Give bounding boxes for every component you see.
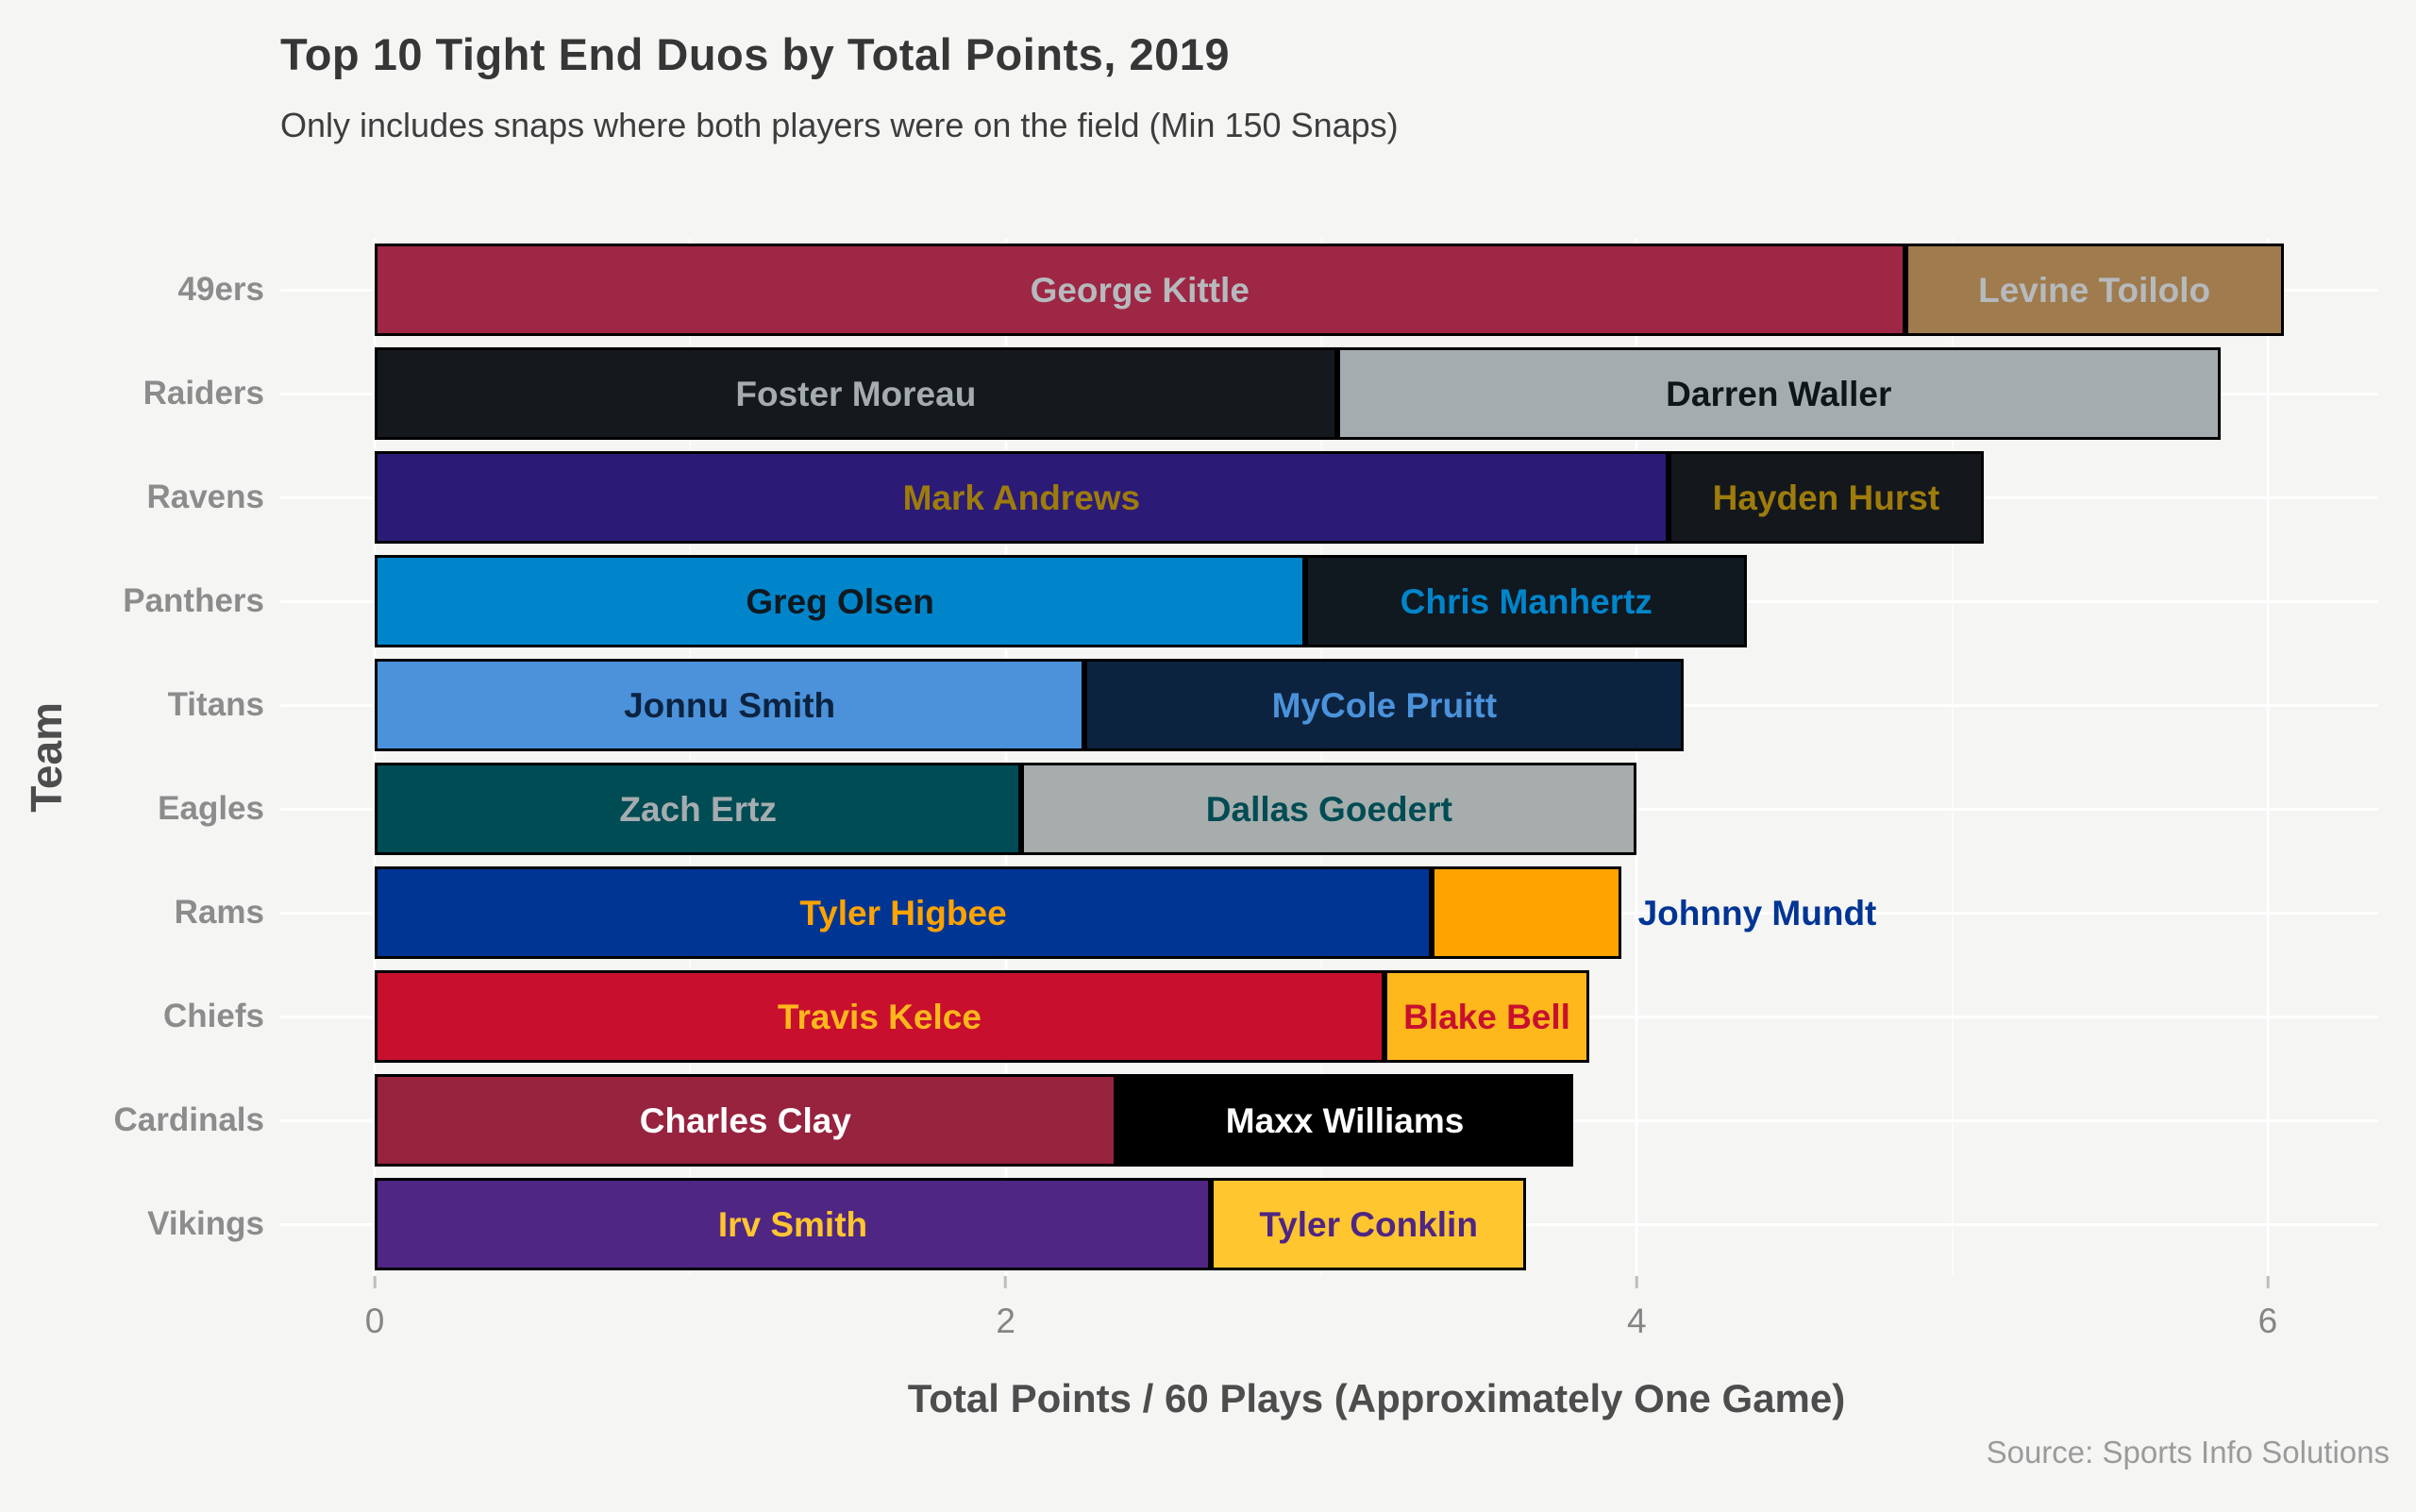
stacked-bar: Mark Andrews Hayden Hurst	[375, 451, 2378, 544]
bar-row-panthers: Greg Olsen Chris Manhertz	[280, 549, 2378, 653]
player-label: George Kittle	[1030, 270, 1250, 310]
player-label: Hayden Hurst	[1712, 478, 1940, 517]
player-label: MyCole Pruitt	[1271, 685, 1498, 725]
plot-area: George Kittle Levine Toilolo Foster Moreau…	[280, 238, 2378, 1276]
bar-row-eagles: Zach Ertz Dallas Goedert	[280, 757, 2378, 861]
stacked-bar: Jonnu Smith MyCole Pruitt	[375, 659, 2378, 751]
bar-segment: Mark Andrews	[375, 451, 1669, 544]
player-label-outside: Johnny Mundt	[1637, 893, 1877, 932]
x-tick-label: 4	[1627, 1302, 1647, 1340]
y-axis-labels: 49ers Raiders Ravens Panthers Titans Eagles Ra…	[0, 238, 321, 1276]
player-label: Jonnu Smith	[624, 685, 836, 725]
team-label-chiefs: Chiefs	[163, 998, 264, 1034]
player-label: Greg Olsen	[746, 581, 934, 621]
bar-row-raiders: Foster Moreau Darren Waller	[280, 342, 2378, 445]
player-label: Levine Toilolo	[1978, 270, 2211, 310]
stacked-bar: George Kittle Levine Toilolo	[375, 244, 2378, 336]
bar-segment: Levine Toilolo	[1904, 244, 2284, 336]
stacked-bar: Irv Smith Tyler Conklin	[375, 1178, 2378, 1270]
bar-row-49ers: George Kittle Levine Toilolo	[280, 238, 2378, 342]
x-axis: 0 2 4 6	[365, 1276, 2378, 1361]
gridline-vertical-minor	[689, 238, 692, 1276]
bar-segment: Foster Moreau	[375, 347, 1337, 440]
bar-row-titans: Jonnu Smith MyCole Pruitt	[280, 653, 2378, 757]
gridline-vertical-minor	[1951, 238, 1954, 1276]
x-tick-mark	[2266, 1276, 2270, 1288]
bar-segment: Travis Kelce	[375, 970, 1384, 1063]
player-label: Darren Waller	[1666, 374, 1892, 413]
x-tick-mark	[373, 1276, 377, 1288]
x-tick-label: 6	[2257, 1302, 2278, 1340]
bar-row-rams: Tyler Higbee Johnny Mundt	[280, 861, 2378, 965]
chart-subtitle: Only includes snaps where both players w…	[280, 106, 1399, 144]
player-label: Travis Kelce	[777, 997, 982, 1036]
stacked-bar: Greg Olsen Chris Manhertz	[375, 555, 2378, 647]
team-label-ravens: Ravens	[146, 479, 264, 515]
bar-segment: Jonnu Smith	[375, 659, 1085, 751]
player-label: Blake Bell	[1403, 997, 1570, 1036]
player-label: Zach Ertz	[619, 789, 777, 829]
bar-segment: Blake Bell	[1384, 970, 1590, 1063]
bar-segment: George Kittle	[375, 244, 1905, 336]
bar-segment: Maxx Williams	[1116, 1074, 1574, 1167]
gridline-vertical	[2266, 238, 2270, 1276]
bar-segment: Chris Manhertz	[1305, 555, 1748, 647]
gridline-vertical	[373, 238, 377, 1276]
bar-segment: Greg Olsen	[375, 555, 1306, 647]
player-label: Maxx Williams	[1225, 1100, 1465, 1140]
stacked-bar: Zach Ertz Dallas Goedert	[375, 763, 2378, 855]
gridline-vertical	[1004, 238, 1008, 1276]
player-label: Irv Smith	[717, 1204, 868, 1244]
team-label-panthers: Panthers	[123, 582, 264, 619]
x-tick: 4	[1627, 1276, 1647, 1341]
bar-segment: MyCole Pruitt	[1084, 659, 1685, 751]
stacked-bar: Foster Moreau Darren Waller	[375, 347, 2378, 440]
team-label-rams: Rams	[174, 894, 264, 931]
bar-row-ravens: Mark Andrews Hayden Hurst	[280, 445, 2378, 549]
player-label: Chris Manhertz	[1400, 581, 1653, 621]
player-label: Tyler Higbee	[799, 893, 1007, 932]
x-tick-label: 2	[996, 1302, 1015, 1340]
player-label: Charles Clay	[639, 1100, 851, 1140]
x-tick: 0	[364, 1276, 385, 1341]
bar-row-vikings: Irv Smith Tyler Conklin	[280, 1172, 2378, 1276]
gridline-vertical	[1635, 238, 1638, 1276]
bar-segment: Hayden Hurst	[1668, 451, 1985, 544]
player-label: Foster Moreau	[735, 374, 977, 413]
bar-segment: Darren Waller	[1336, 347, 2221, 440]
player-label: Dallas Goedert	[1205, 789, 1452, 829]
bar-segment	[1432, 866, 1621, 959]
team-label-vikings: Vikings	[147, 1205, 264, 1242]
bar-segment: Charles Clay	[375, 1074, 1116, 1167]
bar-row-cardinals: Charles Clay Maxx Williams	[280, 1068, 2378, 1172]
bar-segment: Tyler Conklin	[1210, 1178, 1527, 1270]
chart-title: Top 10 Tight End Duos by Total Points, 2…	[280, 29, 1230, 79]
team-label-49ers: 49ers	[177, 271, 264, 308]
player-label: Mark Andrews	[902, 478, 1141, 517]
bar-segment: Zach Ertz	[375, 763, 1022, 855]
x-tick: 6	[2257, 1276, 2278, 1341]
x-axis-title: Total Points / 60 Plays (Approximately O…	[907, 1376, 1846, 1420]
team-label-raiders: Raiders	[143, 375, 264, 412]
x-tick-mark	[1004, 1276, 1008, 1288]
bar-segment: Dallas Goedert	[1021, 763, 1637, 855]
x-tick-mark	[1635, 1276, 1638, 1288]
x-tick: 2	[996, 1276, 1015, 1341]
bar-segment: Irv Smith	[375, 1178, 1211, 1270]
stacked-bar: Travis Kelce Blake Bell	[375, 970, 2378, 1063]
team-label-cardinals: Cardinals	[113, 1101, 265, 1138]
team-label-eagles: Eagles	[158, 790, 264, 827]
source-credit: Source: Sports Info Solutions	[1986, 1435, 2390, 1470]
gridline-vertical-minor	[1319, 238, 1322, 1276]
x-tick-label: 0	[364, 1302, 385, 1340]
stacked-bar: Tyler Higbee Johnny Mundt	[375, 866, 2378, 959]
stacked-bar: Charles Clay Maxx Williams	[375, 1074, 2378, 1167]
bar-row-chiefs: Travis Kelce Blake Bell	[280, 965, 2378, 1068]
bar-segment: Tyler Higbee	[375, 866, 1432, 959]
team-label-titans: Titans	[167, 686, 264, 723]
player-label: Tyler Conklin	[1259, 1204, 1478, 1244]
